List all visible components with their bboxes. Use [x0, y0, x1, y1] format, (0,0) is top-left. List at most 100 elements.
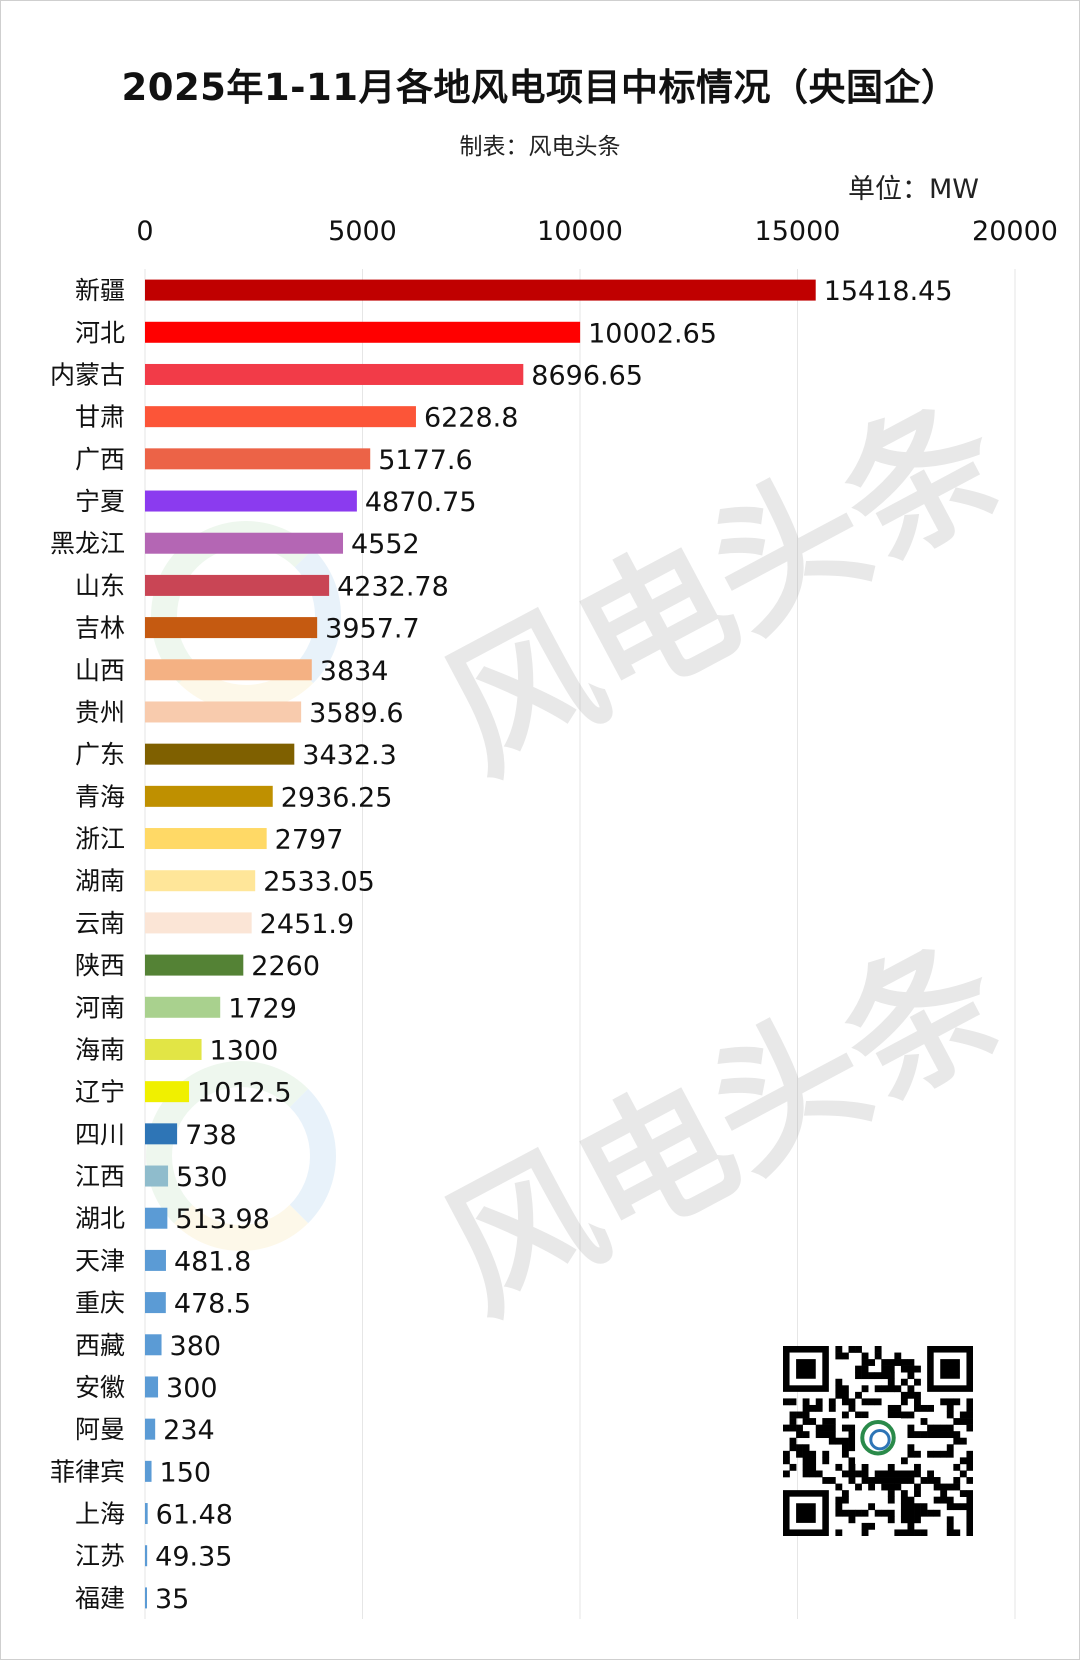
category-label: 四川: [75, 1120, 125, 1149]
category-label: 湖南: [75, 867, 125, 896]
data-label: 10002.65: [588, 318, 717, 349]
bar: [145, 1587, 147, 1609]
bar: [145, 659, 312, 681]
category-label: 青海: [75, 782, 125, 811]
data-label: 8696.65: [531, 360, 643, 391]
bar: [145, 363, 524, 385]
data-label: 2936.25: [281, 782, 393, 813]
category-label: 河南: [75, 993, 125, 1022]
data-label: 2260: [251, 951, 320, 982]
x-tick-label: 5000: [328, 216, 397, 247]
bar: [145, 1460, 152, 1482]
bar: [145, 617, 318, 639]
data-label: 530: [176, 1162, 228, 1193]
chart-title: 2025年1-11月各地风电项目中标情况（央国企）: [121, 66, 959, 109]
data-label: 2533.05: [263, 867, 375, 898]
data-label: 513.98: [175, 1204, 269, 1235]
bar: [145, 321, 581, 343]
data-label: 481.8: [174, 1246, 251, 1277]
category-label: 天津: [75, 1246, 125, 1275]
data-label: 6228.8: [424, 403, 518, 434]
category-label: 重庆: [75, 1289, 125, 1318]
bar: [145, 1123, 178, 1145]
category-label: 陕西: [75, 951, 125, 980]
category-label: 上海: [75, 1500, 125, 1529]
category-label: 安徽: [75, 1373, 125, 1402]
bar: [145, 870, 256, 892]
category-label: 河北: [75, 318, 125, 347]
bar: [145, 490, 357, 512]
bar: [145, 448, 371, 470]
bar: [145, 912, 252, 934]
x-tick-label: 0: [136, 216, 153, 247]
data-label: 300: [166, 1373, 218, 1404]
data-label: 1300: [210, 1035, 279, 1066]
category-label: 吉林: [75, 614, 125, 643]
bar: [145, 574, 330, 596]
data-label: 3432.3: [302, 740, 396, 771]
x-tick-label: 20000: [972, 216, 1058, 247]
bar: [145, 743, 295, 765]
category-label: 黑龙江: [50, 529, 125, 558]
category-label: 内蒙古: [50, 360, 125, 389]
data-label: 150: [160, 1457, 212, 1488]
qr-code-icon: [783, 1346, 973, 1536]
data-label: 1729: [228, 993, 297, 1024]
data-label: 738: [185, 1120, 237, 1151]
bar: [145, 1418, 156, 1440]
data-label: 4552: [351, 529, 420, 560]
bar: [145, 1165, 169, 1187]
category-label: 甘肃: [75, 403, 125, 432]
category-label: 福建: [75, 1584, 125, 1613]
bar: [145, 954, 244, 976]
data-label: 4232.78: [337, 571, 449, 602]
bar: [145, 1545, 148, 1567]
data-label: 4870.75: [365, 487, 477, 518]
category-label: 浙江: [75, 825, 125, 854]
bar: [145, 406, 416, 428]
data-label: 380: [170, 1331, 222, 1362]
category-label: 新疆: [75, 276, 125, 305]
data-label: 3589.6: [309, 698, 403, 729]
x-tick-label: 10000: [537, 216, 623, 247]
bar: [145, 1292, 166, 1314]
bar: [145, 1503, 148, 1525]
x-tick-label: 15000: [755, 216, 841, 247]
data-label: 3834: [320, 656, 389, 687]
data-label: 15418.45: [824, 276, 953, 307]
data-label: 49.35: [155, 1542, 232, 1573]
data-label: 3957.7: [325, 614, 419, 645]
unit-label: 单位：MW: [848, 174, 979, 205]
bar: [145, 1334, 162, 1356]
category-label: 山东: [75, 571, 125, 600]
bar: [145, 785, 273, 807]
category-label: 江苏: [75, 1542, 125, 1571]
bar: [145, 1249, 166, 1271]
category-label: 江西: [75, 1162, 125, 1191]
bar: [145, 532, 344, 554]
data-label: 478.5: [174, 1289, 251, 1320]
data-label: 2451.9: [260, 909, 354, 940]
category-label: 广西: [75, 445, 125, 474]
bar: [145, 701, 302, 723]
bar: [145, 1207, 168, 1229]
category-label: 湖北: [75, 1204, 125, 1233]
data-label: 5177.6: [378, 445, 472, 476]
category-label: 云南: [75, 909, 125, 938]
category-label: 广东: [75, 740, 125, 769]
bar: [145, 996, 221, 1018]
data-label: 2797: [275, 825, 344, 856]
chart-subtitle: 制表：风电头条: [459, 134, 621, 160]
bar: [145, 1038, 202, 1060]
data-label: 61.48: [156, 1500, 233, 1531]
data-label: 35: [155, 1584, 189, 1615]
bar: [145, 828, 267, 850]
data-label: 234: [163, 1415, 215, 1446]
bar: [145, 279, 816, 301]
category-label: 山西: [75, 656, 125, 685]
category-label: 西藏: [75, 1331, 125, 1360]
category-label: 贵州: [75, 698, 125, 727]
data-label: 1012.5: [197, 1078, 291, 1109]
